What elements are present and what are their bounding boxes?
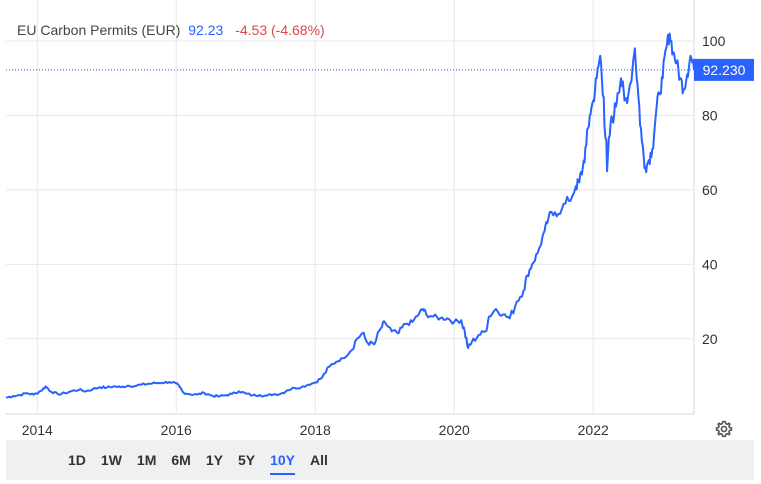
y-tick-label: 80	[702, 107, 718, 123]
current-price: 92.23	[188, 22, 224, 38]
range-button-1m[interactable]: 1M	[136, 452, 157, 468]
gear-icon[interactable]	[714, 419, 734, 439]
x-tick-label: 2016	[161, 422, 192, 438]
instrument-title: EU Carbon Permits (EUR)	[17, 22, 181, 38]
x-tick-label: 2018	[300, 422, 331, 438]
range-button-5y[interactable]: 5Y	[237, 452, 256, 468]
last-price-tag: 92.230	[694, 58, 754, 81]
y-tick-label: 60	[702, 182, 718, 198]
range-button-all[interactable]: All	[309, 452, 328, 468]
range-button-1y[interactable]: 1Y	[205, 452, 223, 468]
range-button-1w[interactable]: 1W	[100, 452, 122, 468]
chart-header: EU Carbon Permits (EUR) 92.23 -4.53 (-4.…	[17, 22, 325, 38]
price-chart[interactable]: 20 40 60 80 100 2014 2016 2018 2020 2022 92.230	[0, 0, 761, 440]
range-button-1d[interactable]: 1D	[68, 452, 86, 468]
x-tick-label: 2022	[578, 422, 609, 438]
x-tick-label: 2014	[22, 422, 53, 438]
y-tick-label: 100	[702, 33, 726, 49]
x-tick-label: 2020	[439, 422, 470, 438]
range-button-6m[interactable]: 6M	[171, 452, 191, 468]
range-button-10y[interactable]: 10Y	[270, 440, 295, 480]
price-change: -4.53 (-4.68%)	[235, 22, 325, 38]
y-tick-label: 40	[702, 256, 718, 272]
y-tick-label: 20	[702, 331, 718, 347]
range-selector: 1D 1W 1M 6M 1Y 5Y 10Y All	[6, 440, 754, 480]
price-tag-label: 92.230	[703, 62, 746, 78]
price-tag-background	[694, 58, 754, 81]
series-line[interactable]	[5, 32, 695, 399]
